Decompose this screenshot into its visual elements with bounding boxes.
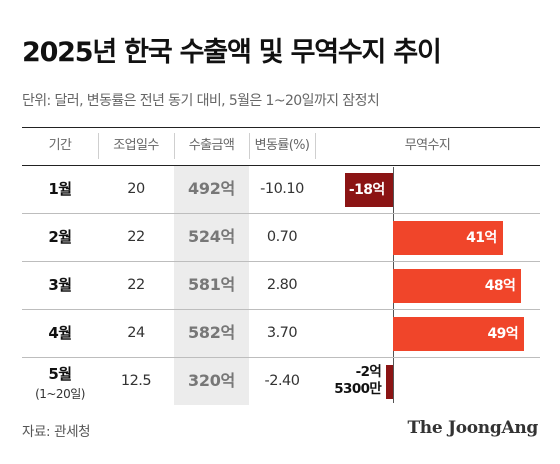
row-amount: 492억 [188,179,235,198]
row-change: -2.40 [264,373,300,389]
row-amount: 581억 [188,275,235,294]
table-header-rule [22,165,540,166]
row-amount: 582억 [188,323,235,342]
row-change: 0.70 [266,229,298,245]
header-period: 기간 [48,138,72,153]
row-month: 2월 [22,213,98,261]
row-days: 24 [127,325,145,341]
publisher-logo: The JoongAng [407,418,538,438]
row-separator [22,309,540,310]
row-month: 1월 [22,165,98,213]
month-label: 3월 [48,276,72,294]
balance-bar [393,317,524,351]
balance-label: 48억 [484,278,516,294]
balance-bar [344,173,393,207]
header-balance: 무역수지 [404,138,451,153]
header-separator [174,133,175,159]
amount-column-highlight [174,165,249,405]
month-label: 4월 [48,324,72,342]
row-days: 22 [127,277,145,293]
header-days: 조업일수 [113,138,159,153]
month-sublabel: (1~20일) [35,387,85,401]
balance-label: -18억 [348,182,385,198]
table-top-rule [22,127,540,128]
month-label: 2월 [48,228,72,246]
source-note: 자료: 관세청 [22,424,91,440]
row-amount: 524억 [188,227,235,246]
header-separator [98,133,99,159]
balance-bar [386,365,393,399]
balance-label: -2억 5300만 [334,364,382,397]
month-label: 1월 [48,180,72,198]
row-month: 4월 [22,309,98,357]
row-change: 3.70 [266,325,298,341]
row-separator [22,261,540,262]
row-amount: 320억 [188,371,235,390]
row-change: -10.10 [260,181,304,197]
data-table: 기간 조업일수 수출금액 변동률(%) 무역수지 1월 20 492억 -10.10 -… [22,127,540,405]
header-separator [249,133,250,159]
chart-title: 2025년 한국 수출액 및 무역수지 추이 [22,37,442,68]
row-month: 3월 [22,261,98,309]
balance-bar [393,269,522,303]
balance-bar [393,221,503,255]
header-separator [315,133,316,159]
row-month: 5월 (1~20일) [22,365,98,403]
balance-label: 49억 [487,326,518,342]
header-change: 변동률(%) [254,138,310,153]
header-amount: 수출금액 [188,138,235,153]
chart-subtitle: 단위: 달러, 변동률은 전년 동기 대비, 5월은 1~20일까지 잠정치 [22,93,380,109]
month-label: 5월 [48,365,72,383]
balance-label: 41억 [466,230,497,246]
row-separator [22,357,540,358]
row-days: 20 [127,181,145,197]
row-separator [22,213,540,214]
row-days: 22 [127,229,145,245]
row-days: 12.5 [120,373,152,389]
row-change: 2.80 [266,277,298,293]
